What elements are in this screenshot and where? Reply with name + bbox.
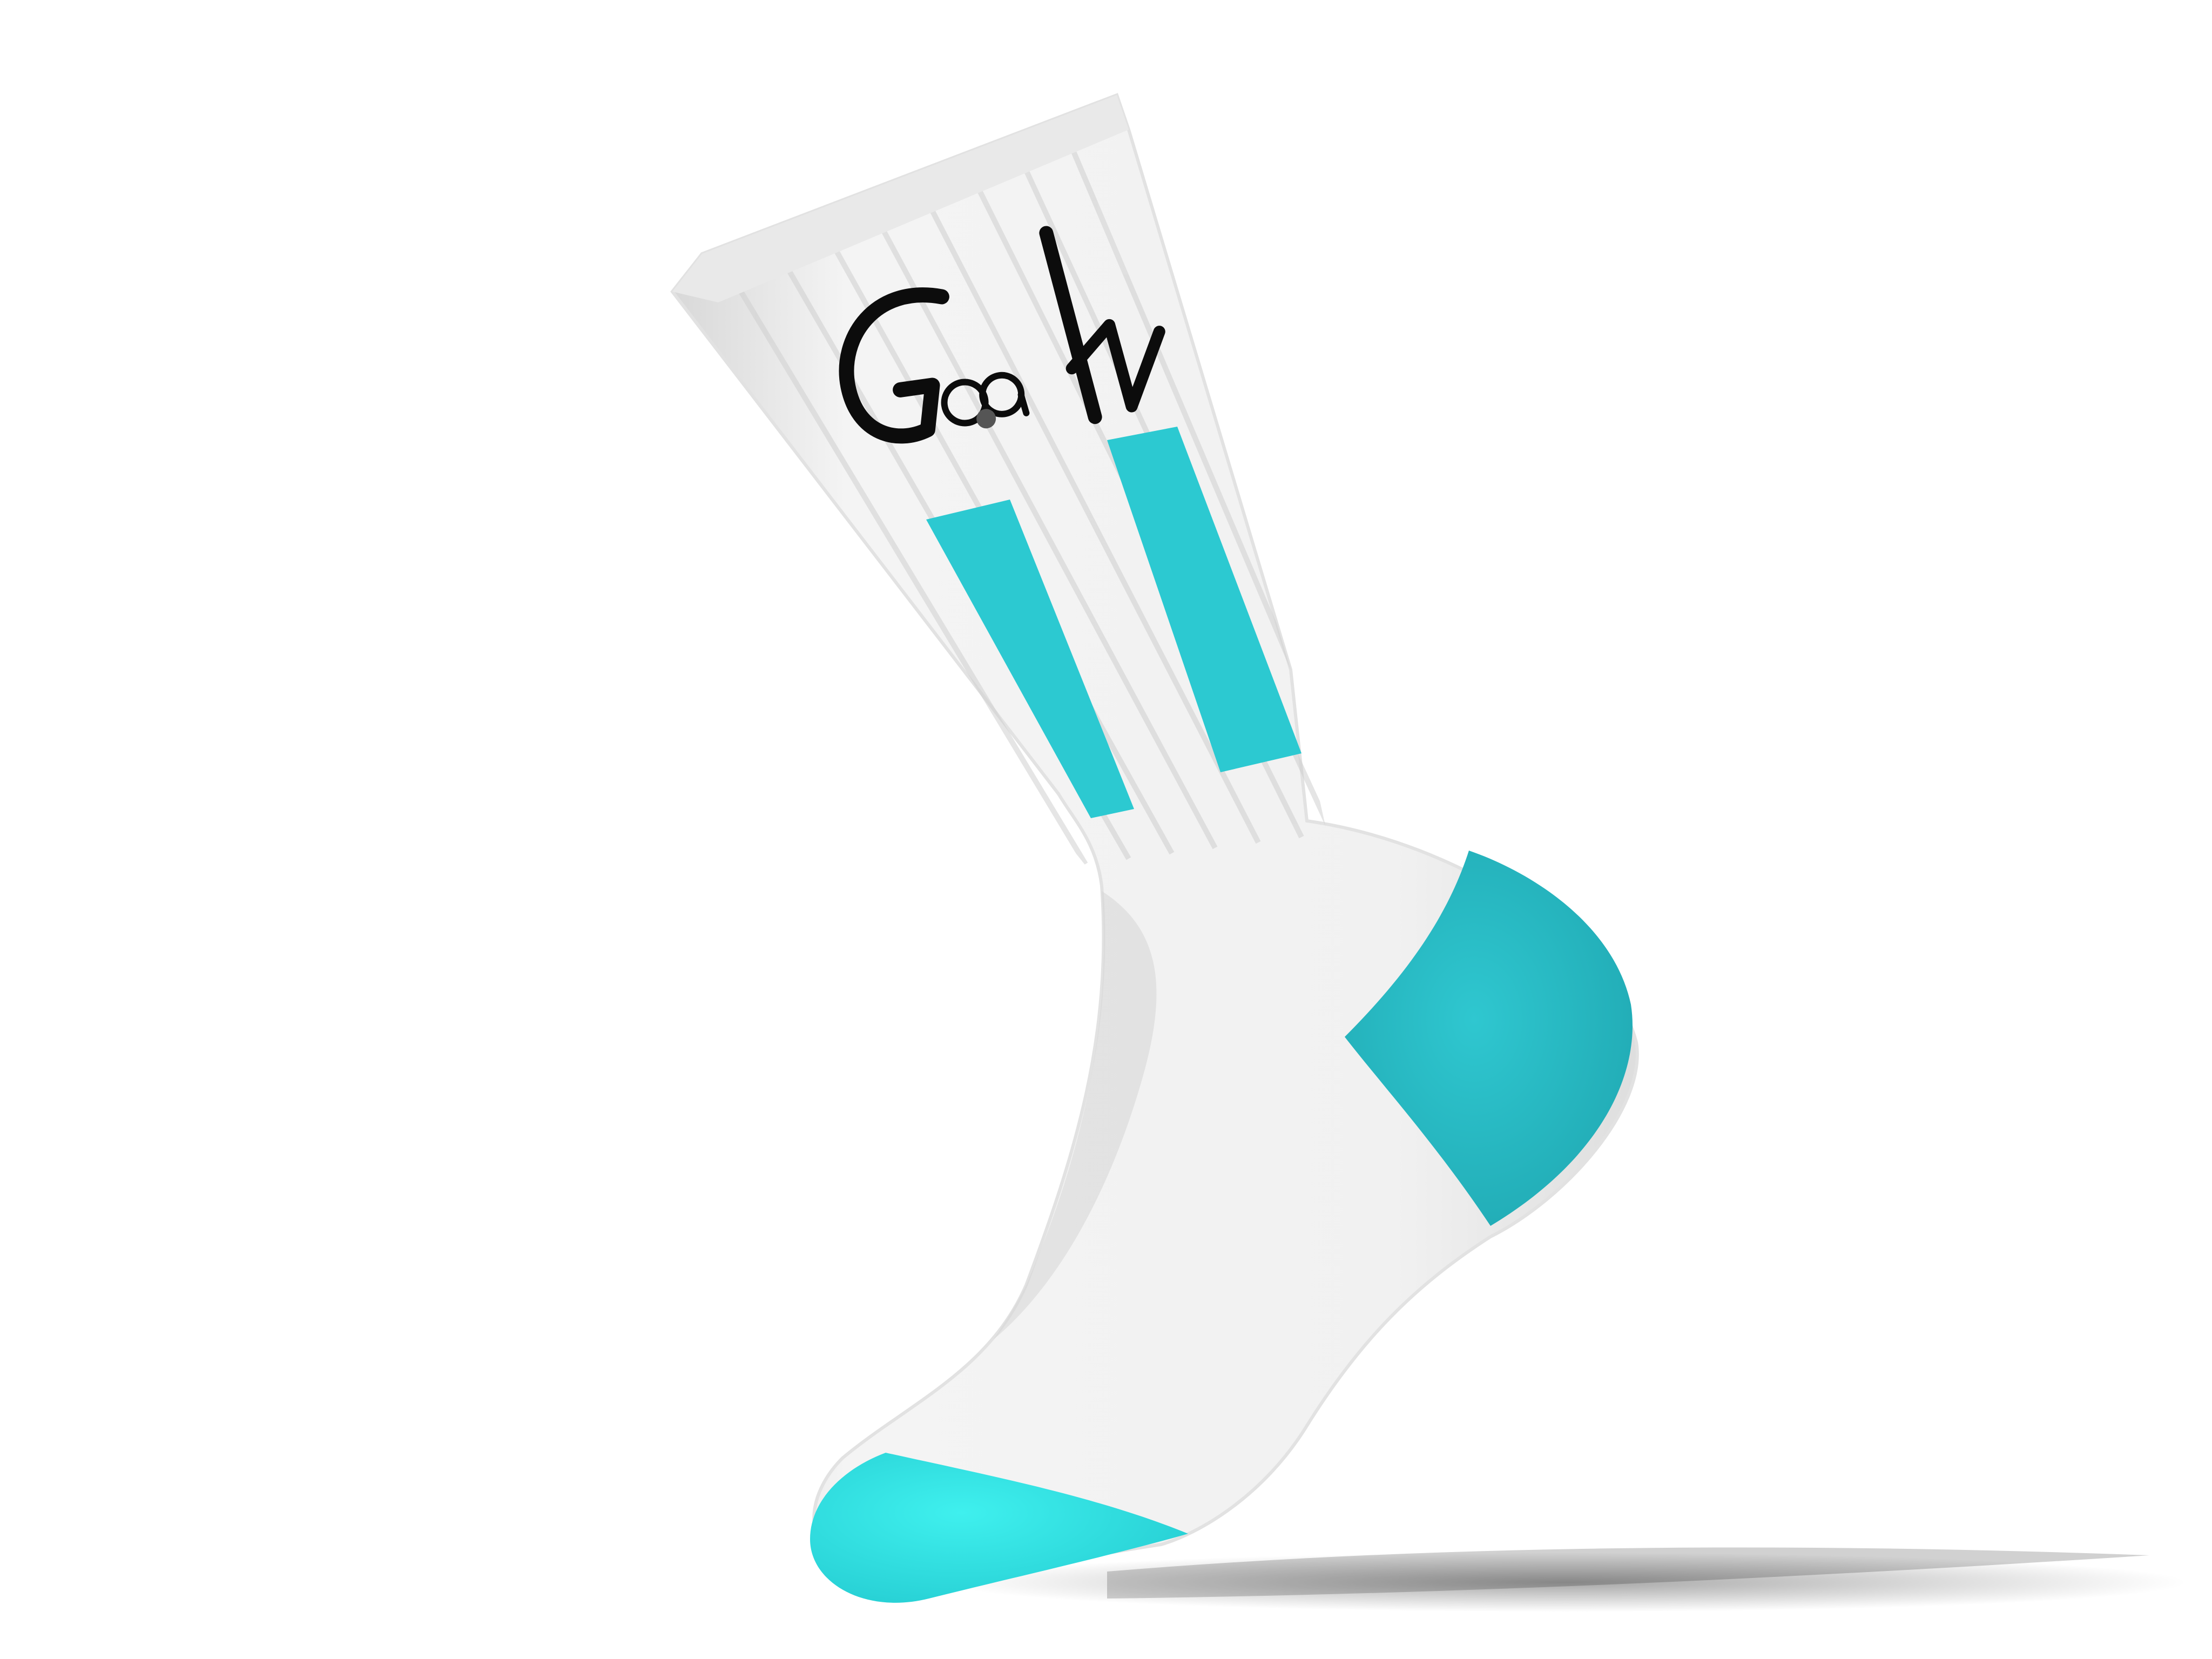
instep-shading: [994, 891, 1157, 1339]
cuff-welt: [672, 95, 1129, 302]
brand-logo: [839, 226, 1165, 444]
floor-shadow-streak: [1107, 1547, 2149, 1599]
right-stripe: [1107, 427, 1301, 772]
left-stripe: [926, 500, 1134, 818]
floor-shadow: [945, 1553, 2187, 1612]
toe-patch: [810, 1453, 1188, 1603]
heel-patch: [1345, 851, 1633, 1226]
